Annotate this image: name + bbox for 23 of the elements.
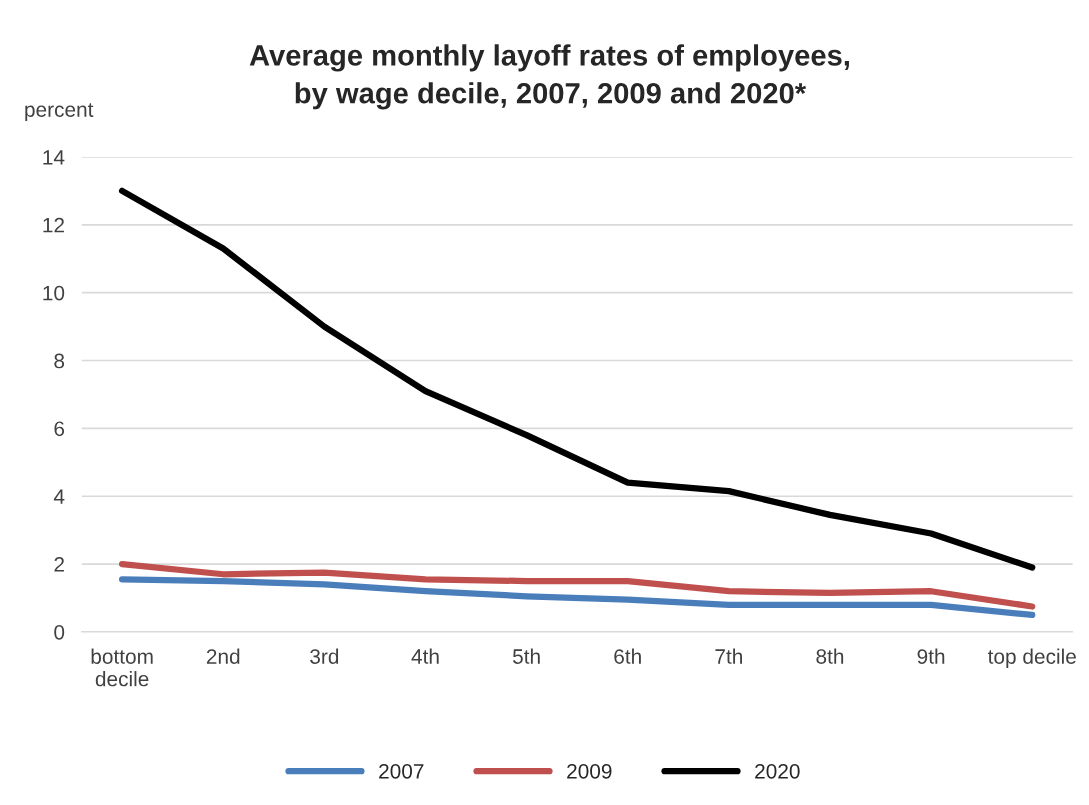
y-tick-label: 8: [54, 353, 65, 369]
x-tick-label: 7th: [715, 648, 742, 664]
legend-label: 2007: [379, 763, 424, 779]
legend-label: 2020: [755, 763, 800, 779]
x-tick-label: 4th: [411, 648, 439, 664]
y-tick-label: 10: [43, 285, 65, 301]
legend-label: 2009: [567, 763, 612, 779]
x-tick-label: 9th: [917, 648, 945, 664]
x-tick-label: 3rd: [310, 648, 339, 664]
y-tick-label: 4: [53, 489, 65, 504]
y-tick-label: 6: [54, 421, 65, 437]
chart-title: Average monthly layoff rates of employees, by wage decile, 2007, 2009 and 2020*: [249, 44, 849, 110]
y-tick-label: 2: [54, 557, 64, 572]
x-tick-label: top decile: [987, 648, 1076, 669]
y-axis-title: percent: [25, 103, 94, 122]
y-tick-label: 12: [43, 217, 64, 233]
x-tick-label: 5th: [512, 648, 540, 664]
x-tick-label: 2nd: [206, 648, 240, 664]
x-tick-label: 6th: [614, 648, 641, 664]
y-tick-label: 0: [54, 624, 65, 640]
x-tick-label: bottom decile: [91, 648, 153, 687]
y-tick-label: 14: [43, 150, 65, 165]
x-tick-label: 8th: [816, 648, 844, 664]
